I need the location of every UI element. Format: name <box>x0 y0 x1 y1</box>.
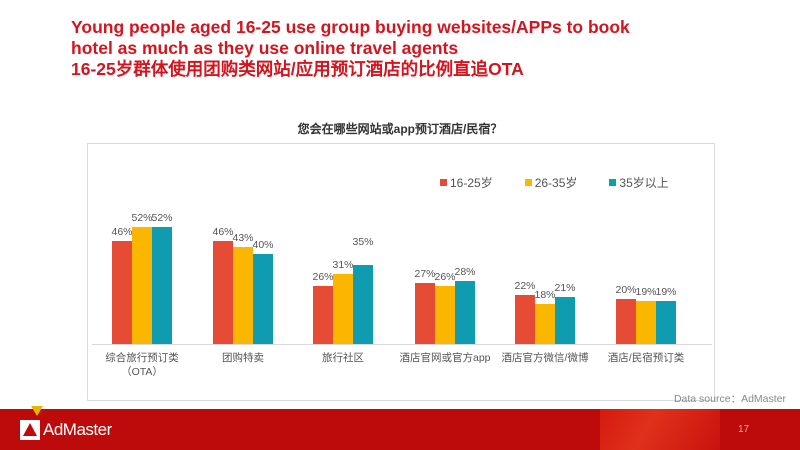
bar-value-label: 20% <box>615 284 637 296</box>
category-label: 团购特卖 <box>222 352 264 364</box>
bar-value-label: 46% <box>212 225 234 238</box>
bar <box>435 285 455 344</box>
chart-legend: 16-25岁 26-35岁 35岁以上 <box>440 174 701 191</box>
page-number: 17 <box>738 424 750 435</box>
bar <box>112 240 132 344</box>
admaster-logo-icon <box>20 420 40 440</box>
category-label: 酒店官方微信/微博 <box>501 352 589 364</box>
admaster-logo: AdMaster <box>20 420 112 440</box>
bar-value-label: 52% <box>131 212 153 224</box>
title-en-line2: hotel as much as they use online travel … <box>71 38 459 58</box>
logo-accent-icon <box>31 406 43 416</box>
bar-value-label: 40% <box>252 239 274 251</box>
bar-value-label: 28% <box>454 266 476 278</box>
data-source: Data source：AdMaster <box>673 393 786 405</box>
bar <box>455 281 475 344</box>
legend-swatch-16-25 <box>440 179 447 186</box>
x-axis-line <box>92 344 712 345</box>
chart-area <box>87 143 715 401</box>
bar <box>313 285 333 344</box>
bar <box>515 294 535 344</box>
bar <box>535 303 555 344</box>
bar <box>253 254 273 344</box>
bar <box>616 299 636 344</box>
bar-value-label: 21% <box>554 281 576 294</box>
bar-value-label: 19% <box>635 286 657 299</box>
legend-label: 16-25岁 <box>450 176 493 190</box>
bar <box>233 247 253 344</box>
bar <box>636 301 656 344</box>
bar <box>333 274 353 344</box>
bar-value-label: 31% <box>332 259 354 272</box>
logo-text: AdMaster <box>43 420 112 439</box>
category-label: 酒店官网或官方app <box>399 352 491 364</box>
bar <box>353 265 373 344</box>
legend-swatch-26-35 <box>524 179 532 186</box>
chart-title: 您会在哪些网站或app预订酒店/民宿？ <box>297 122 503 136</box>
legend-item-35-plus: 35岁以上 <box>609 174 669 191</box>
bar-value-label: 35% <box>352 236 374 249</box>
bar <box>415 283 435 344</box>
legend-label: 35岁以上 <box>619 176 669 190</box>
bar-value-label: 52% <box>151 212 173 224</box>
category-label: 旅行社区 <box>322 352 364 364</box>
bar-value-label: 43% <box>232 232 254 245</box>
bar <box>656 301 676 344</box>
title-cn: 16-25岁群体使用团购类网站/应用预订酒店的比例直追OTA <box>71 59 524 79</box>
bar <box>152 227 172 344</box>
bar-value-label: 26% <box>312 270 334 283</box>
footer-decoration <box>600 409 720 450</box>
title-en-line1: Young people aged 16-25 use group buying… <box>71 17 630 37</box>
bar <box>132 227 152 344</box>
footer-bar <box>0 409 800 450</box>
bar-value-label: 26% <box>434 270 456 283</box>
bar-value-label: 19% <box>655 286 677 299</box>
category-label: 综合旅行预订类 （OTA） <box>105 352 179 378</box>
slide-title: Young people aged 16-25 use group buying… <box>71 17 771 80</box>
legend-label: 26-35岁 <box>534 176 578 190</box>
bar-value-label: 22% <box>514 279 536 292</box>
legend-swatch-35-plus <box>609 179 617 186</box>
bar-value-label: 46% <box>111 225 133 238</box>
bar <box>555 296 575 344</box>
bar-value-label: 18% <box>534 288 556 301</box>
bar-value-label: 27% <box>414 268 436 281</box>
category-label: 酒店/民宿预订类 <box>607 352 685 364</box>
legend-item-16-25: 16-25岁 <box>440 174 493 191</box>
legend-item-26-35: 26-35岁 <box>524 174 578 191</box>
bar <box>213 240 233 344</box>
